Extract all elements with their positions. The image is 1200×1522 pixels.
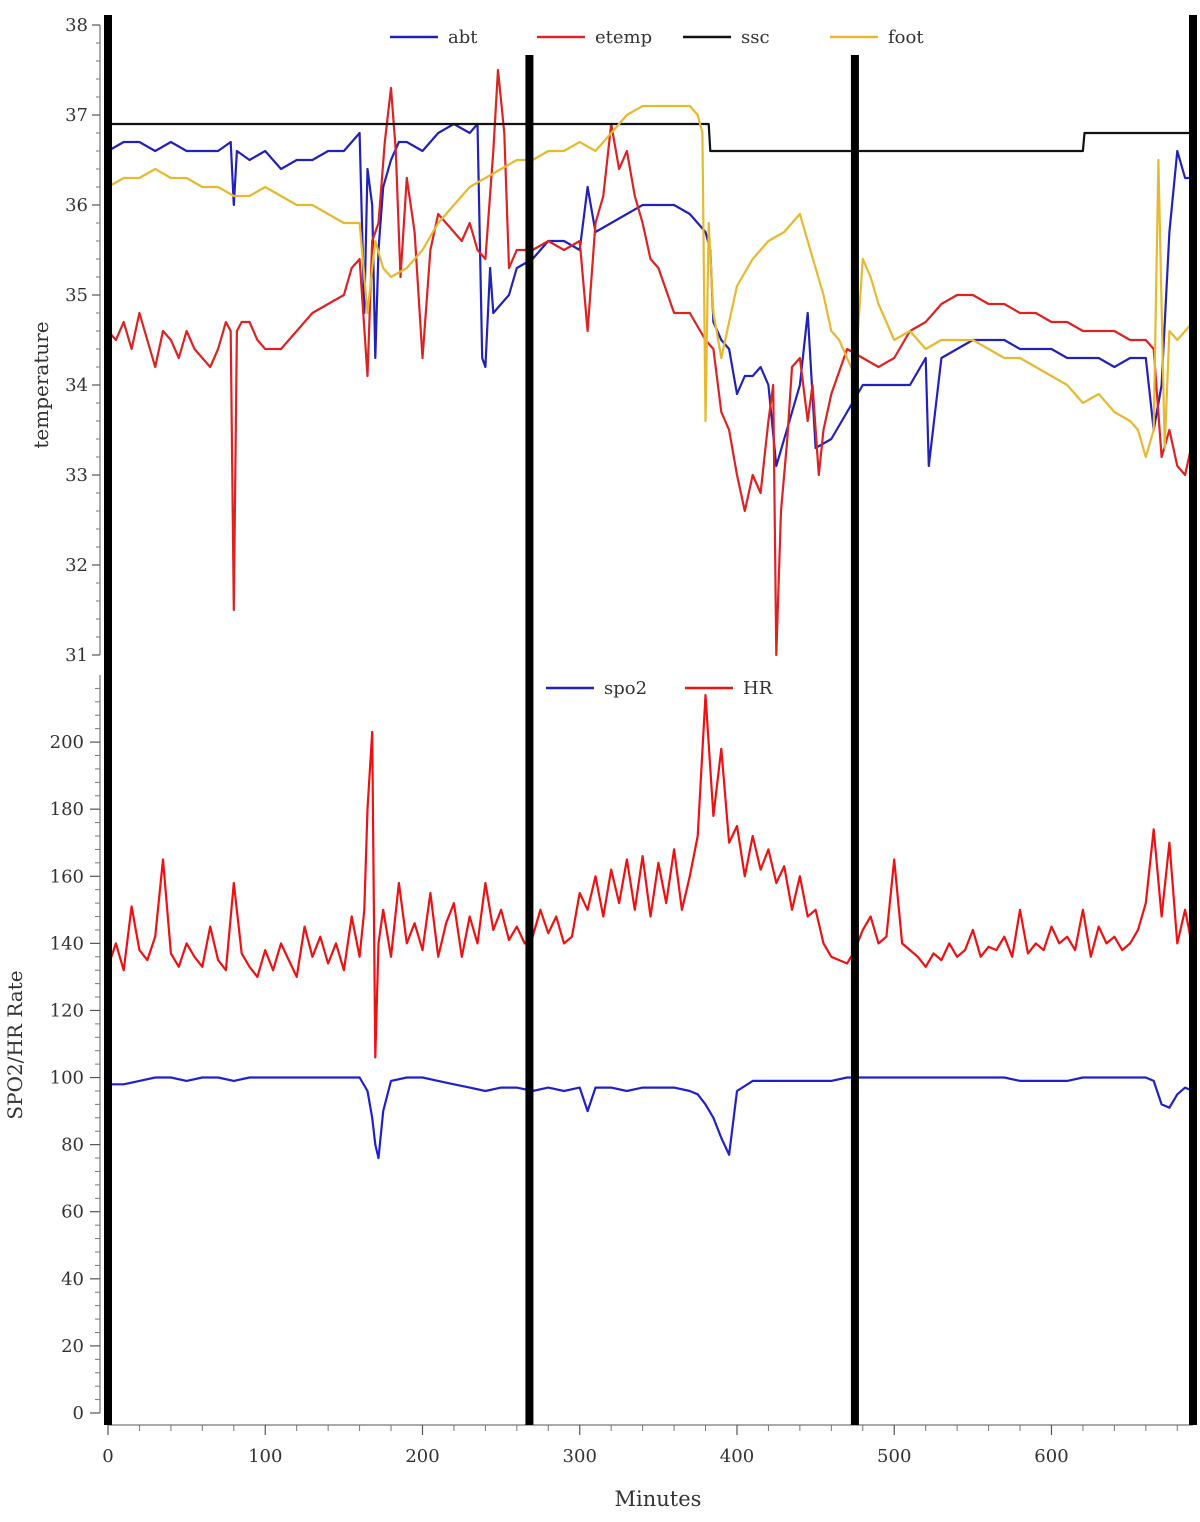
bottom-series-spo2 <box>108 1076 1194 1160</box>
bottom-y-tick-label: 60 <box>61 1202 84 1223</box>
bottom-series-group <box>106 693 1195 1160</box>
top-y-tick-label: 31 <box>65 645 88 666</box>
top-series-abt <box>107 122 1193 468</box>
bottom-y-tick-label: 20 <box>61 1336 84 1357</box>
bottom-legend: spo2 HR <box>546 678 773 699</box>
top-y-tick-label: 34 <box>65 375 88 396</box>
top-y-axis: 31 32 33 34 35 36 37 38 <box>65 15 101 666</box>
x-tick-label: 300 <box>563 1446 597 1467</box>
legend-label-etemp: etemp <box>595 27 652 48</box>
bottom-y-axis: 0 20 40 60 80 100 120 140 160 180 200 <box>50 675 101 1424</box>
top-y-tick-label: 35 <box>65 285 88 306</box>
top-y-tick-label: 38 <box>65 15 88 36</box>
x-tick-label: 500 <box>877 1446 911 1467</box>
top-legend: abt etemp ssc foot <box>390 27 924 48</box>
top-y-axis-label: temperature <box>29 321 53 448</box>
x-tick-label: 200 <box>405 1446 439 1467</box>
bottom-y-tick-label: 160 <box>50 866 84 887</box>
legend-label-foot: foot <box>888 27 924 48</box>
bottom-y-tick-label: 120 <box>50 1000 84 1021</box>
legend-label-ssc: ssc <box>741 27 770 48</box>
phase-dividers <box>104 15 1197 1425</box>
bottom-y-tick-label: 180 <box>50 799 84 820</box>
top-series-foot <box>107 104 1194 459</box>
x-tick-label: 100 <box>248 1446 282 1467</box>
bottom-y-tick-label: 80 <box>61 1135 84 1156</box>
top-panel: 31 32 33 34 35 36 37 38 abt etemp ssc foot tempera… <box>29 15 1195 666</box>
bottom-y-tick-label: 200 <box>50 732 84 753</box>
x-tick-label: 600 <box>1034 1446 1068 1467</box>
bottom-y-tick-label: 140 <box>50 933 84 954</box>
bottom-y-tick-label: 100 <box>50 1068 84 1089</box>
x-tick-label: 400 <box>720 1446 754 1467</box>
x-tick-label: 0 <box>102 1446 113 1467</box>
x-axis: 0 100 200 300 400 500 600 <box>102 1424 1193 1467</box>
bottom-series-hr <box>106 693 1195 1059</box>
bottom-panel: 0 20 40 60 80 100 120 140 160 180 200 0 100 200 300 40… <box>3 675 1195 1511</box>
top-y-tick-label: 33 <box>65 465 88 486</box>
top-y-tick-label: 32 <box>65 555 88 576</box>
legend-label-spo2: spo2 <box>604 678 647 699</box>
top-series-ssc <box>108 122 1193 153</box>
x-axis-label: Minutes <box>615 1487 702 1511</box>
bottom-y-axis-label: SPO2/HR Rate <box>3 970 27 1119</box>
bottom-y-tick-label: 40 <box>61 1269 84 1290</box>
bottom-y-tick-label: 0 <box>73 1403 84 1424</box>
top-y-tick-label: 37 <box>65 105 88 126</box>
legend-label-hr: HR <box>743 678 773 699</box>
legend-label-abt: abt <box>448 27 478 48</box>
top-series-etemp <box>107 68 1195 657</box>
top-series-group <box>107 68 1195 657</box>
top-y-tick-label: 36 <box>65 195 88 216</box>
